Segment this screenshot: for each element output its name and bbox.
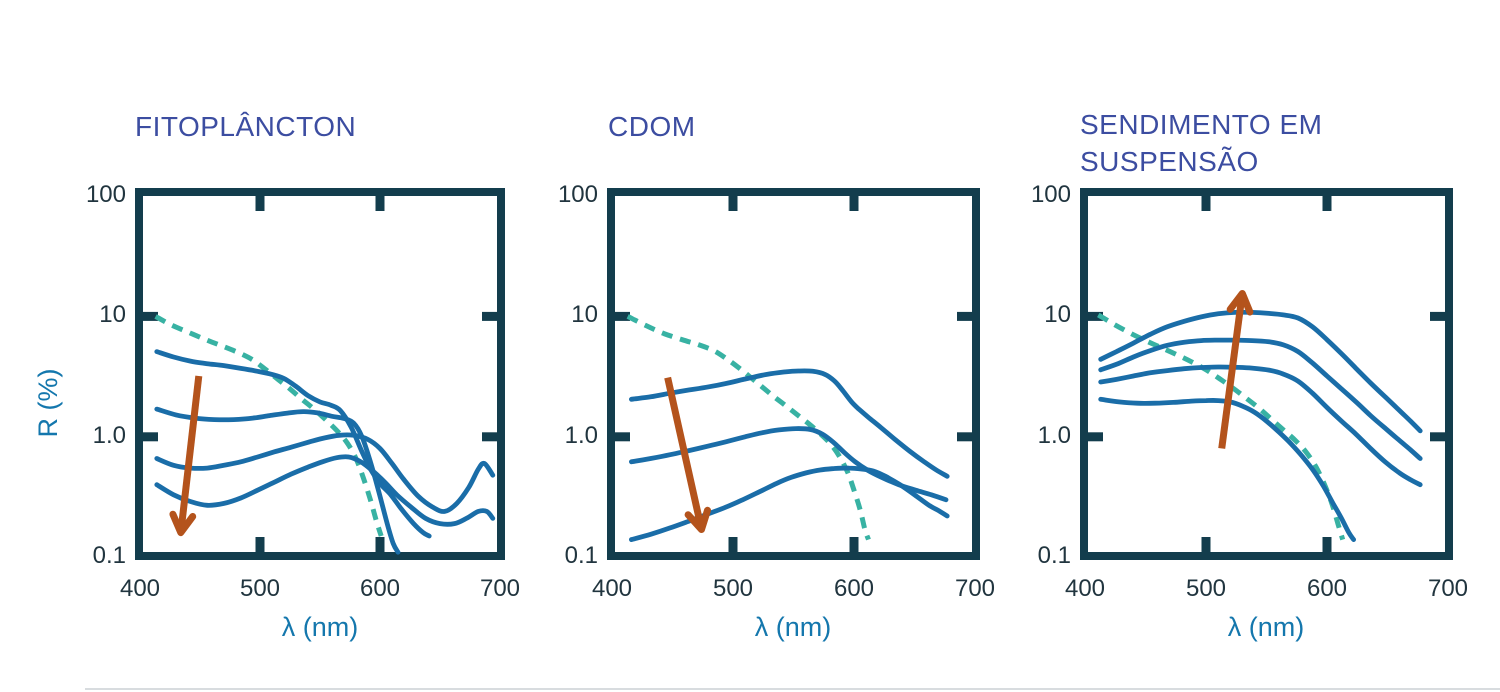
- x-tick-label: 600: [359, 575, 401, 602]
- trend-arrow-head-up: [1226, 290, 1254, 316]
- spectrum-curve-1: [629, 368, 950, 479]
- spectrum-curve-3: [154, 432, 496, 514]
- dashed-reference-curve: [626, 314, 871, 541]
- x-tick-label: 700: [479, 575, 521, 602]
- dashed-reference-curve: [1097, 312, 1346, 541]
- y-tick-mark: [1430, 311, 1445, 321]
- x-tick-mark: [1322, 537, 1332, 552]
- y-tick-label: 1.0: [92, 421, 126, 449]
- x-tick-mark: [1322, 196, 1332, 211]
- x-tick-label: 500: [239, 575, 281, 602]
- chart-title-fitoplancton: FITOPLÂNCTON: [135, 111, 357, 142]
- x-tick-mark: [375, 196, 385, 211]
- y-tick-mark: [615, 432, 630, 442]
- y-tick-label: 1.0: [564, 421, 598, 449]
- spectrum-curve-3: [1098, 364, 1423, 488]
- y-tick-mark: [957, 432, 972, 442]
- x-tick-label: 500: [712, 575, 754, 602]
- trend-arrow-shaft: [664, 376, 705, 528]
- bottom-divider: [85, 688, 1500, 690]
- x-tick-mark: [728, 537, 738, 552]
- x-axis-label-cdom: λ (nm): [754, 612, 832, 642]
- x-tick-label: 600: [833, 575, 875, 602]
- spectrum-curve-4: [1098, 396, 1356, 542]
- trend-arrow-head-down: [684, 506, 711, 533]
- y-tick-label: 10: [99, 301, 126, 329]
- x-tick-label: 500: [1185, 575, 1227, 602]
- y-tick-mark: [615, 311, 630, 321]
- y-tick-label: 100: [85, 181, 126, 208]
- y-tick-mark: [143, 432, 158, 442]
- y-tick-mark: [957, 311, 972, 321]
- x-tick-label: 700: [1427, 575, 1469, 602]
- trend-arrow-shaft: [177, 375, 203, 531]
- y-tick-label: 0.1: [1037, 542, 1071, 570]
- x-tick-label: 400: [1064, 575, 1106, 602]
- x-tick-mark: [1201, 537, 1211, 552]
- x-tick-label: 400: [591, 575, 633, 602]
- x-tick-label: 700: [954, 575, 996, 602]
- x-axis-label-fitoplancton: λ (nm): [281, 612, 359, 642]
- spectrum-curve-4: [154, 454, 496, 527]
- y-tick-label: 100: [1030, 181, 1071, 208]
- spectrum-curve-1: [154, 349, 432, 539]
- x-tick-mark: [728, 196, 738, 211]
- x-axis-label-sedimento: λ (nm): [1227, 612, 1305, 642]
- x-tick-mark: [849, 537, 859, 552]
- y-tick-label: 10: [571, 301, 598, 329]
- plot-frame: [607, 188, 980, 560]
- x-tick-mark: [849, 196, 859, 211]
- y-tick-label: 100: [557, 181, 598, 208]
- chart-title-cdom: CDOM: [608, 111, 696, 142]
- y-tick-label: 1.0: [1037, 421, 1071, 449]
- x-tick-mark: [255, 537, 265, 552]
- trend-arrow-head-down: [169, 510, 197, 537]
- trend-arrow-shaft: [1218, 295, 1246, 449]
- y-tick-mark: [143, 311, 158, 321]
- x-tick-mark: [1201, 196, 1211, 211]
- y-tick-mark: [482, 432, 497, 442]
- dashed-reference-curve: [154, 314, 384, 537]
- y-tick-mark: [1430, 432, 1445, 442]
- plot-frame: [135, 188, 505, 560]
- y-tick-mark: [1088, 311, 1103, 321]
- y-tick-label: 0.1: [92, 542, 126, 570]
- x-tick-label: 400: [119, 575, 161, 602]
- spectrum-curve-2: [1098, 337, 1423, 461]
- x-tick-mark: [375, 537, 385, 552]
- chart-title-sedimento-suspensao: SENDIMENTO EM SUSPENSÃO: [1080, 109, 1323, 177]
- x-tick-label: 600: [1306, 575, 1348, 602]
- y-tick-mark: [482, 311, 497, 321]
- y-tick-label: 10: [1044, 301, 1071, 329]
- y-tick-label: 0.1: [564, 542, 598, 570]
- plot-frame: [1080, 188, 1453, 560]
- y-tick-mark: [1088, 432, 1103, 442]
- spectrum-curve-1: [1098, 309, 1423, 434]
- spectrum-curve-3: [629, 465, 950, 542]
- x-tick-mark: [255, 196, 265, 211]
- spectrum-curve-2: [154, 406, 401, 555]
